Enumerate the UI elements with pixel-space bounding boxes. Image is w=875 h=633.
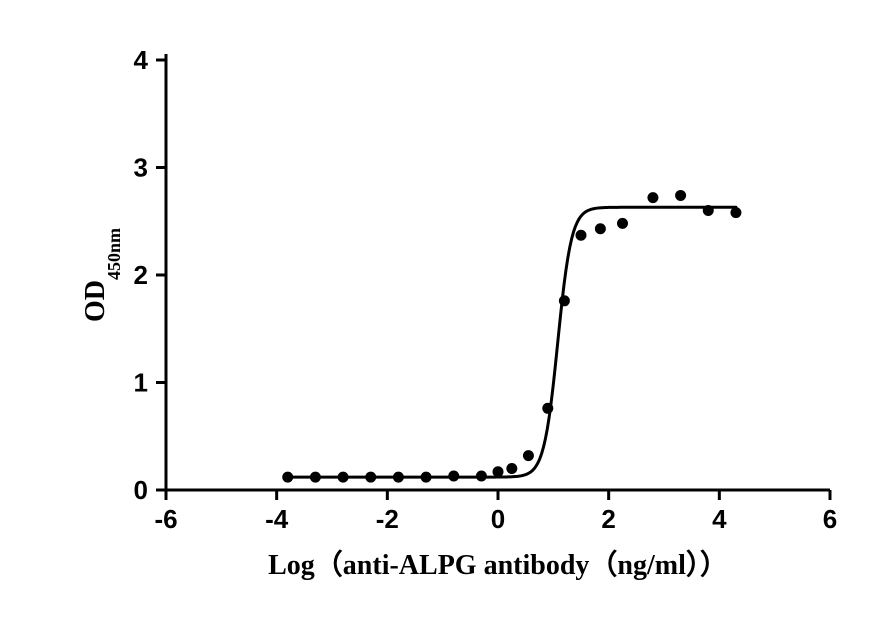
data-point: [523, 451, 533, 461]
data-point: [595, 224, 605, 234]
x-tick-label: -4: [265, 504, 289, 534]
x-tick-label: -6: [154, 504, 177, 534]
chart-container: -6 -4 -2 0 2 4 6 0 1 2 3 4 OD450nm Log（anti-ALPG anti…: [0, 0, 875, 633]
x-axis-label: Log（anti-ALPG antibody（ng/ml））: [268, 548, 728, 581]
data-point: [493, 467, 503, 477]
x-tick-label: 4: [712, 504, 727, 534]
data-point: [618, 218, 628, 228]
data-point: [421, 472, 431, 482]
data-point: [559, 296, 569, 306]
data-point: [393, 472, 403, 482]
data-point: [310, 472, 320, 482]
x-tick-label: 0: [491, 504, 505, 534]
x-tick-label: 6: [823, 504, 837, 534]
y-axis-label-main: OD: [80, 280, 111, 322]
y-axis-label-sub: 450nm: [104, 228, 124, 280]
data-point: [576, 230, 586, 240]
data-point: [703, 206, 713, 216]
data-point: [507, 464, 517, 474]
y-tick-label: 0: [134, 475, 148, 505]
data-point: [283, 472, 293, 482]
data-point: [676, 190, 686, 200]
y-tick-label: 1: [134, 368, 148, 398]
y-tick-label: 3: [134, 153, 148, 183]
data-point: [449, 471, 459, 481]
x-tick-label: 2: [601, 504, 615, 534]
data-point: [731, 208, 741, 218]
chart-background: [0, 0, 875, 633]
data-point: [476, 471, 486, 481]
dose-response-chart: -6 -4 -2 0 2 4 6 0 1 2 3 4 OD450nm Log（anti-ALPG anti…: [0, 0, 875, 633]
data-point: [543, 403, 553, 413]
y-tick-label: 4: [134, 45, 149, 75]
data-point: [648, 193, 658, 203]
y-tick-label: 2: [134, 260, 148, 290]
data-point: [338, 472, 348, 482]
x-tick-label: -2: [376, 504, 399, 534]
data-point: [366, 472, 376, 482]
